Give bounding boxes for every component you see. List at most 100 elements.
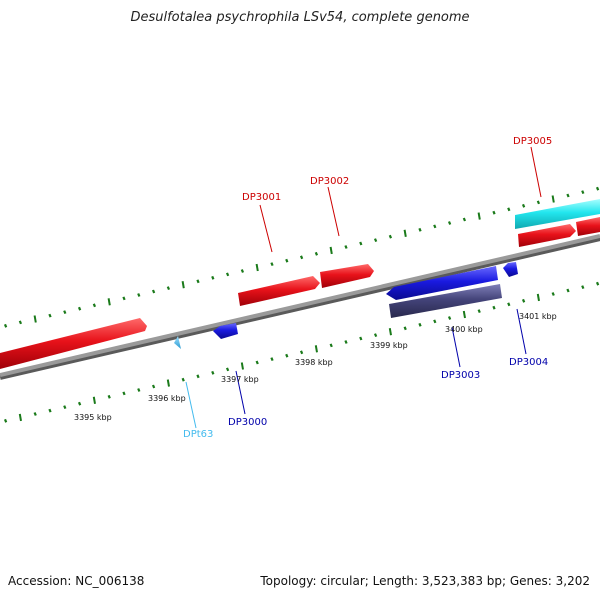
backbone — [0, 234, 600, 377]
major-tick-outer — [255, 263, 259, 272]
minor-tick-inner — [433, 319, 437, 324]
gene-label-dp3003: DP3003 — [441, 370, 480, 381]
minor-tick-inner — [33, 412, 37, 416]
gene-label-dpt63: DPt63 — [183, 429, 213, 440]
tick-row-inner — [3, 281, 600, 423]
minor-tick-inner — [447, 316, 452, 320]
minor-tick-inner — [521, 298, 526, 303]
minor-tick-inner — [151, 384, 156, 389]
minor-tick-outer — [196, 279, 200, 284]
minor-tick-inner — [418, 322, 422, 327]
major-tick-outer — [107, 298, 111, 306]
gene-label-dp3001: DP3001 — [242, 192, 281, 203]
leader-dp3002 — [327, 186, 340, 237]
major-tick-inner — [388, 328, 392, 336]
minor-tick-inner — [107, 394, 111, 399]
gene-arrow-dp3005-left[interactable] — [518, 224, 576, 247]
leader-dp3004 — [516, 308, 527, 355]
minor-tick-inner — [63, 405, 67, 410]
gene-arrow-dp3002[interactable] — [320, 264, 374, 288]
minor-tick-inner — [595, 281, 600, 286]
major-tick-outer — [477, 212, 481, 220]
minor-tick-outer — [299, 255, 304, 260]
minor-tick-outer — [285, 258, 289, 263]
major-tick-inner — [462, 310, 466, 319]
major-tick-outer — [33, 315, 37, 323]
gene-arrow-left-forward[interactable] — [0, 318, 147, 369]
minor-tick-inner — [344, 340, 348, 344]
minor-tick-inner — [299, 350, 304, 355]
tick-label: 3400 kbp — [445, 325, 483, 334]
minor-tick-inner — [373, 333, 378, 338]
major-tick-outer — [403, 229, 407, 237]
gene-arrow-dp3001[interactable] — [238, 276, 320, 306]
major-tick-inner — [18, 413, 22, 422]
minor-tick-inner — [285, 353, 289, 358]
minor-tick-inner — [329, 343, 333, 348]
minor-tick-outer — [462, 217, 467, 222]
minor-tick-outer — [77, 306, 82, 311]
rna-feature-cyan[interactable] — [515, 199, 600, 229]
minor-tick-outer — [418, 227, 422, 232]
minor-tick-outer — [373, 238, 378, 243]
minor-tick-inner — [581, 285, 585, 290]
major-tick-inner — [92, 396, 96, 404]
minor-tick-inner — [196, 374, 200, 379]
leader-dpt63 — [185, 381, 197, 429]
minor-tick-inner — [3, 418, 8, 423]
minor-tick-outer — [18, 320, 23, 325]
minor-tick-outer — [388, 234, 393, 239]
tick-label: 3399 kbp — [370, 341, 408, 350]
minor-tick-outer — [314, 251, 319, 256]
minor-tick-outer — [151, 289, 156, 294]
minor-tick-outer — [122, 296, 126, 301]
minor-tick-outer — [359, 241, 363, 246]
pseudo-feature-navy[interactable] — [389, 284, 502, 318]
minor-tick-inner — [477, 309, 481, 314]
minor-tick-inner — [359, 336, 363, 341]
major-tick-outer — [181, 281, 185, 289]
minor-tick-inner — [122, 391, 126, 396]
minor-tick-outer — [137, 293, 141, 297]
major-tick-inner — [314, 345, 318, 353]
minor-tick-inner — [77, 401, 82, 406]
tick-row-outer — [3, 186, 600, 328]
minor-tick-outer — [63, 310, 67, 315]
gene-label-dp3002: DP3002 — [310, 176, 349, 187]
minor-tick-inner — [566, 288, 570, 293]
minor-tick-outer — [48, 313, 52, 318]
minor-tick-outer — [92, 303, 97, 308]
minor-tick-inner — [492, 305, 496, 310]
minor-tick-outer — [507, 207, 511, 212]
leader-dp3003 — [451, 326, 461, 368]
minor-tick-inner — [225, 367, 230, 372]
minor-tick-inner — [181, 377, 185, 382]
trna-arrow-dpt63[interactable] — [174, 336, 181, 349]
minor-tick-outer — [240, 269, 245, 273]
minor-tick-outer — [166, 286, 171, 291]
minor-tick-inner — [551, 292, 555, 296]
minor-tick-outer — [3, 323, 8, 328]
gene-arrow-dp3003[interactable] — [386, 266, 498, 300]
tick-label: 3395 kbp — [74, 413, 112, 422]
minor-tick-inner — [403, 326, 407, 331]
leader-dp3005 — [530, 146, 542, 198]
minor-tick-inner — [211, 370, 215, 375]
minor-tick-inner — [255, 360, 259, 365]
minor-tick-outer — [433, 224, 437, 229]
gene-label-dp3005: DP3005 — [513, 136, 552, 147]
minor-tick-outer — [344, 245, 348, 249]
gene-arrow-dp3000[interactable] — [213, 323, 238, 339]
gene-arrow-dp3005-right[interactable] — [576, 217, 600, 236]
minor-tick-inner — [137, 388, 141, 392]
major-tick-inner — [166, 379, 170, 387]
tick-label: 3396 kbp — [148, 394, 186, 403]
minor-tick-outer — [447, 221, 452, 225]
minor-tick-outer — [566, 193, 570, 198]
tick-label: 3397 kbp — [221, 375, 259, 384]
genome-summary-text: Topology: circular; Length: 3,523,383 bp… — [260, 574, 590, 588]
gene-arrow-dp3004[interactable] — [503, 262, 518, 277]
gene-label-dp3000: DP3000 — [228, 417, 267, 428]
gene-label-dp3004: DP3004 — [509, 357, 548, 368]
